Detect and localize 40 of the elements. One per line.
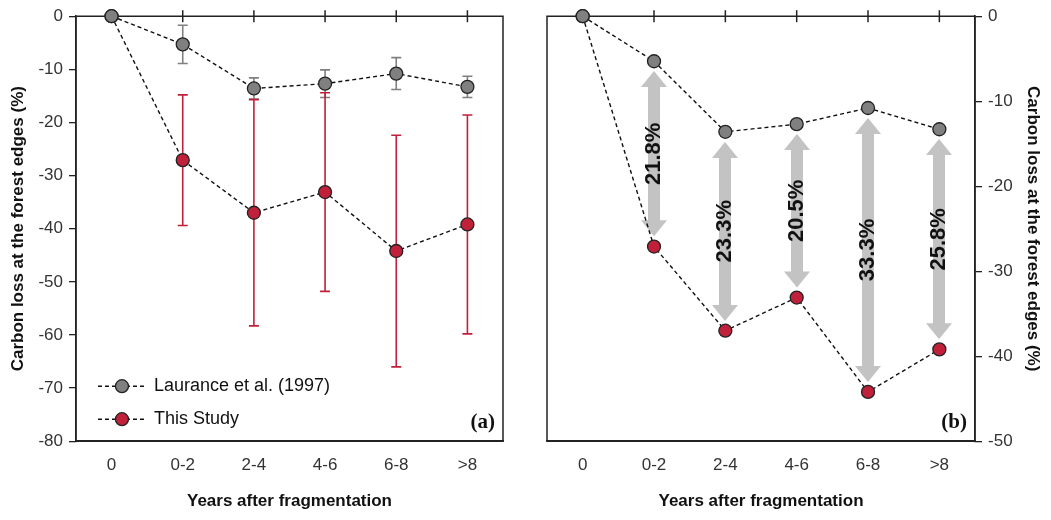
x-tick-label: 0 [577,455,588,475]
x-tick-label: 6-8 [855,455,881,475]
y2-tick-label: -20 [988,175,1013,195]
annotation: (b) [941,409,968,434]
y-tick-label: -70 [38,377,63,397]
y-tick-label: -30 [38,165,63,185]
x-tick-label: 6-8 [383,455,409,475]
y2-tick-label: -10 [988,90,1013,110]
y2-tick-label: -50 [988,430,1013,450]
x-axis-title: Years after fragmentation [186,491,392,511]
y-axis-title: Carbon loss at the forest edges (%) [7,86,27,372]
x-axis-title: Years after fragmentation [658,491,864,511]
x-tick-label: 0-2 [170,455,196,475]
x-tick-label: 4-6 [784,455,809,475]
y-tick-label: -50 [38,271,63,291]
x-tick-label: 2-4 [241,455,267,475]
y-tick-label: 0 [53,5,63,25]
x-tick-label: 4-6 [312,455,338,475]
annotation: 20.5% [782,179,808,243]
y2-tick-label: 0 [988,5,998,25]
annotation: (a) [470,409,495,434]
x-tick-label: >8 [457,455,478,475]
y2-axis-title: Carbon loss at the forest edges (%) [1024,86,1044,372]
legend-label: This Study [153,408,240,429]
y-tick-label: -60 [38,324,63,344]
annotation: 21.8% [640,122,666,186]
legend-label: Laurance et al. (1997) [153,375,331,396]
x-tick-label: >8 [929,455,950,475]
y2-tick-label: -40 [988,345,1013,365]
y-tick-label: -40 [38,218,63,238]
y-tick-label: -20 [38,112,63,132]
x-tick-label: 0-2 [641,455,667,475]
x-tick-label: 2-4 [713,455,738,475]
x-tick-label: 0 [106,455,117,475]
annotation: 33.3% [854,218,880,282]
y-tick-label: -80 [38,430,63,450]
annotation: 25.8% [925,208,951,271]
y-tick-label: -10 [38,59,63,79]
annotation: 23.3% [711,200,737,263]
y2-tick-label: -30 [988,260,1013,280]
